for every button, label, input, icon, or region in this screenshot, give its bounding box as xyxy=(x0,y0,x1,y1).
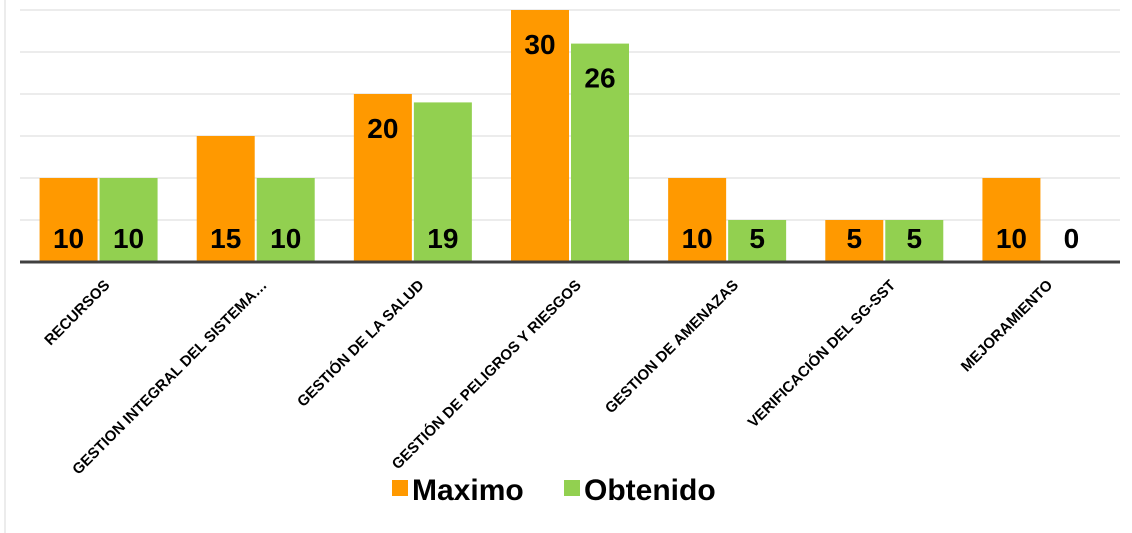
legend-swatch-maximo xyxy=(392,480,408,496)
gridlines xyxy=(20,9,1120,221)
bar-maximo-4 xyxy=(668,178,727,262)
data-label-maximo-3: 30 xyxy=(524,29,555,60)
category-label-4: GESTION DE AMENAZAS xyxy=(602,277,742,417)
legend-label-obtenido: Obtenido xyxy=(584,474,716,507)
category-label-2: GESTIÓN DE LA SALUD xyxy=(293,276,427,410)
legend-label-maximo: Maximo xyxy=(412,474,524,507)
data-label-obtenido-0: 10 xyxy=(113,223,144,254)
category-label-0: RECURSOS xyxy=(41,277,113,349)
data-label-obtenido-3: 26 xyxy=(584,63,615,94)
data-label-obtenido-5: 5 xyxy=(906,223,922,254)
bar-maximo-5 xyxy=(825,220,884,262)
bar-obtenido-0 xyxy=(99,178,158,262)
data-label-maximo-6: 10 xyxy=(996,223,1027,254)
bar-maximo-0 xyxy=(39,178,98,262)
bar-maximo-2 xyxy=(353,94,412,262)
bar-obtenido-5 xyxy=(885,220,944,262)
bar-obtenido-4 xyxy=(728,220,787,262)
bar-obtenido-1 xyxy=(256,178,315,262)
bar-obtenido-2 xyxy=(413,102,472,263)
data-label-obtenido-1: 10 xyxy=(270,223,301,254)
category-label-5: VERIFICACIÓN DEL SG-SST xyxy=(744,276,899,431)
data-label-maximo-2: 20 xyxy=(367,113,398,144)
category-label-1: GESTION INTEGRAL DEL SISTEMA… xyxy=(69,277,270,478)
bar-obtenido-3 xyxy=(571,43,629,262)
legend-swatch-obtenido xyxy=(564,480,580,496)
bar-maximo-1 xyxy=(196,136,255,262)
bars: 10 15 20 30 10 5 10 10 10 19 26 5 5 0 xyxy=(39,10,1080,263)
bar-maximo-6 xyxy=(982,178,1041,262)
data-label-obtenido-4: 5 xyxy=(749,223,765,254)
data-label-maximo-5: 5 xyxy=(846,223,862,254)
data-label-maximo-0: 10 xyxy=(53,223,84,254)
x-axis xyxy=(4,0,1120,533)
data-label-maximo-1: 15 xyxy=(210,223,241,254)
category-label-6: MEJORAMIENTO xyxy=(958,277,1057,376)
legend: Maximo Obtenido xyxy=(386,468,746,512)
data-label-obtenido-2: 19 xyxy=(427,223,458,254)
data-label-maximo-4: 10 xyxy=(682,223,713,254)
category-label-3: GESTIÓN DE PELIGROS Y RIESGOS xyxy=(388,276,585,473)
bar-maximo-3 xyxy=(511,10,569,262)
data-label-obtenido-6: 0 xyxy=(1064,223,1080,254)
